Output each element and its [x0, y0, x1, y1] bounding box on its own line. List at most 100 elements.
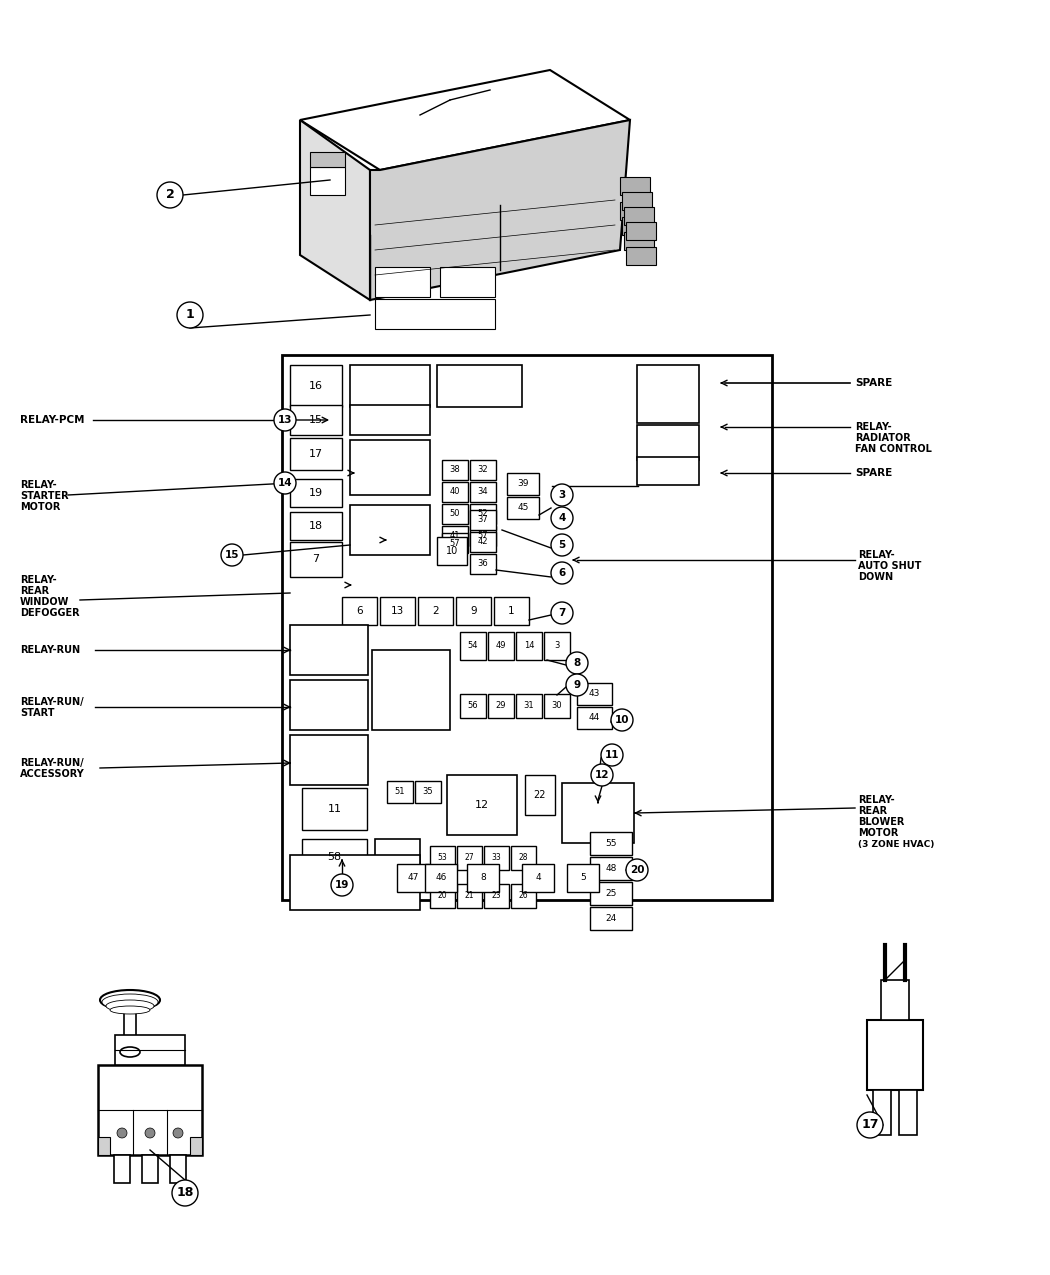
Bar [302, 839, 368, 875]
Circle shape [591, 764, 613, 785]
Circle shape [566, 652, 588, 674]
Bar [624, 207, 654, 224]
Bar [442, 527, 468, 546]
Bar [457, 847, 482, 870]
Bar [637, 425, 699, 460]
Bar [290, 405, 342, 435]
Circle shape [551, 562, 573, 584]
Text: (3 ZONE HVAC): (3 ZONE HVAC) [858, 839, 934, 848]
Text: REAR: REAR [20, 586, 49, 595]
Text: 21: 21 [465, 891, 475, 900]
Text: 23: 23 [491, 891, 501, 900]
Text: 17: 17 [309, 449, 323, 459]
Bar [470, 460, 496, 479]
Text: 9: 9 [470, 606, 477, 616]
Text: 45: 45 [518, 504, 529, 513]
Circle shape [274, 409, 296, 431]
Text: RELAY-RUN/: RELAY-RUN/ [20, 697, 84, 708]
Text: 49: 49 [496, 641, 506, 650]
Text: 41: 41 [449, 532, 460, 541]
Text: 40: 40 [449, 487, 460, 496]
Bar [456, 597, 491, 625]
Bar [310, 167, 345, 195]
Bar [114, 1155, 130, 1183]
Text: 30: 30 [551, 701, 563, 710]
Bar [350, 505, 430, 555]
Text: 4: 4 [536, 873, 541, 882]
Text: 8: 8 [480, 873, 486, 882]
Text: 17: 17 [861, 1118, 879, 1131]
Bar [342, 597, 377, 625]
Ellipse shape [120, 1047, 140, 1057]
Text: 38: 38 [449, 465, 460, 474]
Bar [350, 405, 430, 435]
Text: 13: 13 [391, 606, 404, 616]
Circle shape [566, 674, 588, 696]
Bar [350, 440, 430, 495]
Text: 3: 3 [554, 641, 560, 650]
Text: STARTER: STARTER [20, 491, 68, 501]
Bar [624, 232, 654, 250]
Ellipse shape [102, 994, 158, 1010]
Bar [415, 782, 441, 803]
Bar [873, 1090, 891, 1135]
Bar [881, 980, 909, 1020]
Text: 19: 19 [335, 880, 350, 890]
Bar [484, 847, 509, 870]
Bar [525, 775, 555, 815]
Text: RELAY-: RELAY- [20, 479, 57, 490]
Text: 54: 54 [467, 641, 478, 650]
Bar [372, 650, 450, 731]
Bar [626, 222, 656, 240]
Text: 57: 57 [449, 538, 460, 547]
Bar [142, 1155, 157, 1183]
Text: 27: 27 [465, 853, 475, 862]
Text: 18: 18 [309, 521, 323, 530]
Text: 39: 39 [518, 479, 529, 488]
Text: 42: 42 [478, 538, 488, 547]
Text: 33: 33 [491, 853, 502, 862]
Circle shape [331, 873, 353, 896]
Polygon shape [300, 120, 370, 300]
Text: 37: 37 [478, 515, 488, 524]
Text: AUTO SHUT: AUTO SHUT [858, 561, 922, 571]
Text: 11: 11 [328, 805, 341, 813]
Bar [170, 1155, 186, 1183]
Text: RELAY-RUN/: RELAY-RUN/ [20, 759, 84, 768]
Bar [470, 504, 496, 524]
Bar [460, 694, 486, 718]
Circle shape [274, 472, 296, 493]
Text: 35: 35 [423, 788, 434, 797]
Text: 26: 26 [519, 891, 528, 900]
Bar [899, 1090, 917, 1135]
Text: 16: 16 [309, 381, 323, 391]
Text: 10: 10 [614, 715, 629, 725]
Text: RADIATOR: RADIATOR [855, 434, 910, 442]
Bar [440, 266, 495, 297]
Bar [470, 555, 496, 574]
Text: 5: 5 [580, 873, 586, 882]
Bar [290, 680, 367, 731]
Bar [470, 527, 496, 546]
Bar [397, 864, 429, 892]
Bar [425, 864, 457, 892]
Bar [516, 632, 542, 660]
Bar [470, 532, 496, 552]
Circle shape [220, 544, 243, 566]
Bar [442, 504, 468, 524]
Bar [544, 632, 570, 660]
Bar [620, 177, 650, 195]
Bar [290, 439, 342, 470]
Text: RELAY-RUN: RELAY-RUN [20, 645, 80, 655]
Circle shape [551, 602, 573, 623]
Bar [190, 1137, 202, 1155]
Bar [98, 1065, 202, 1155]
Text: 50: 50 [449, 510, 460, 519]
Bar [620, 201, 650, 221]
Bar [302, 788, 368, 830]
Text: 7: 7 [559, 608, 566, 618]
Text: 3: 3 [559, 490, 566, 500]
Text: 6: 6 [559, 567, 566, 578]
Bar [457, 884, 482, 908]
Bar [578, 708, 612, 729]
